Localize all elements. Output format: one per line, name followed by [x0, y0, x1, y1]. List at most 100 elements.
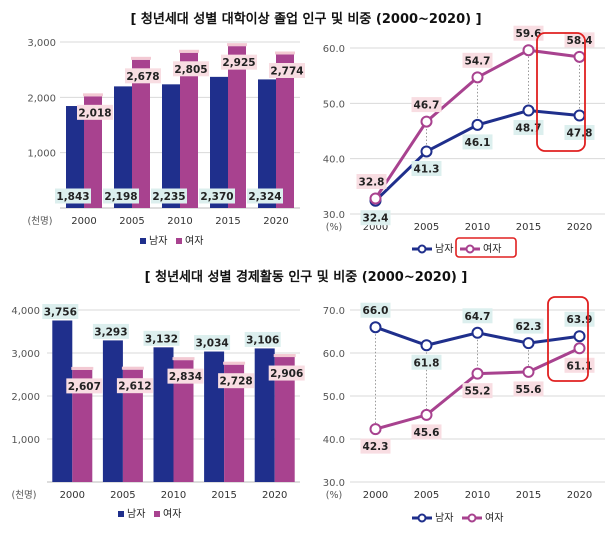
marker-male: [471, 118, 484, 131]
x-tick-label: 2015: [215, 216, 240, 227]
x-tick-label: 2005: [110, 490, 135, 501]
data-label-female-bg: [269, 63, 305, 79]
data-label-male-bg: [92, 323, 129, 339]
bar-male: [102, 340, 123, 482]
marker-female: [573, 50, 586, 63]
data-label-male-bg: [411, 354, 442, 370]
x-tick-label: 2020: [263, 216, 288, 227]
data-label-male: 3,106: [246, 334, 279, 346]
data-label-female-bg: [268, 365, 305, 381]
x-tick-label: 2020: [262, 490, 287, 501]
legend-female: 여자: [485, 512, 503, 524]
data-label-female-bg: [66, 378, 103, 394]
top-chart-title: [ 청년세대 성별 대학이상 졸업 인구 및 비중 (2000~2020) ]: [130, 12, 482, 27]
data-label-male: 2,198: [104, 191, 137, 203]
y-tick-label: 60.0: [323, 44, 345, 55]
x-tick-label: 2000: [71, 216, 96, 227]
bar-female-cap: [273, 354, 296, 358]
y-tick-label: 60.0: [323, 349, 345, 360]
legend-highlight-box: [455, 237, 517, 258]
bar-male: [153, 347, 174, 482]
bar-male: [52, 320, 73, 482]
marker-male: [522, 104, 535, 117]
bar-female-cap: [83, 93, 103, 97]
data-label-male: 2,370: [200, 191, 233, 203]
x-tick-label: 2010: [465, 490, 490, 501]
bar-female: [122, 369, 143, 482]
data-label-female-bg: [564, 32, 595, 48]
x-tick-label: 2005: [414, 222, 439, 233]
marker-male: [471, 326, 484, 339]
bar-female-cap: [227, 43, 247, 47]
data-label-female: 2,612: [118, 381, 151, 393]
legend-female-swatch: [154, 511, 160, 517]
legend-male: 남자: [149, 235, 167, 247]
bar-female-cap: [71, 366, 94, 370]
data-label-female: 32.8: [359, 177, 385, 189]
data-label-male: 63.9: [567, 314, 593, 326]
bar-male: [66, 106, 84, 208]
bar-female: [224, 364, 245, 482]
bar-male: [162, 84, 180, 208]
bar-male: [204, 351, 225, 482]
data-label-male-bg: [143, 330, 180, 346]
data-label-female: 2,607: [68, 381, 101, 393]
bar-female: [180, 52, 198, 208]
y-tick-label: 30.0: [323, 210, 345, 221]
marker-male: [420, 145, 433, 158]
data-label-male: 1,843: [56, 191, 89, 203]
y-tick-label: 70.0: [323, 306, 345, 317]
data-label-male: 32.4: [363, 213, 389, 225]
data-label-female-bg: [77, 104, 113, 120]
data-label-male-bg: [199, 188, 235, 204]
data-label-female: 2,728: [219, 376, 252, 388]
data-label-female-bg: [513, 25, 544, 41]
data-label-female: 58.4: [567, 35, 593, 47]
y-tick-label: 50.0: [323, 392, 345, 403]
marker-male: [369, 321, 382, 334]
marker-female: [522, 365, 535, 378]
legend-female-swatch: [176, 238, 182, 244]
y-tick-label: 2,000: [27, 93, 56, 104]
data-label-male: 3,293: [94, 326, 127, 338]
x-tick-label: 2020: [567, 490, 592, 501]
bar-female: [72, 369, 93, 482]
data-label-female-bg: [218, 373, 255, 389]
bar-female: [228, 46, 246, 209]
data-label-female: 2,774: [270, 66, 303, 78]
y-tick-label: 1,000: [27, 149, 56, 160]
legend-male-swatch: [118, 511, 124, 517]
data-label-male-bg: [513, 120, 544, 136]
x-tick-label: 2010: [465, 222, 490, 233]
x-tick-label: 2015: [211, 490, 236, 501]
marker-female: [573, 342, 586, 355]
marker-male: [573, 330, 586, 343]
data-label-male: 3,034: [195, 338, 228, 350]
bar-female-cap: [179, 49, 199, 53]
data-label-male: 61.8: [414, 357, 440, 369]
data-label-female: 2,678: [126, 71, 159, 83]
marker-female: [369, 423, 382, 436]
data-label-female-bg: [462, 383, 493, 399]
x-tick-label: 2005: [414, 490, 439, 501]
data-label-female-bg: [167, 368, 204, 384]
data-label-male-bg: [360, 302, 391, 318]
y-tick-label: 2,000: [11, 392, 40, 403]
x-tick-label: 2000: [60, 490, 85, 501]
data-label-female-bg: [116, 378, 153, 394]
data-label-male-bg: [564, 311, 595, 327]
data-label-male-bg: [42, 303, 79, 319]
marker-male: [522, 337, 535, 350]
marker-male: [420, 339, 433, 352]
data-label-male: 3,756: [44, 306, 77, 318]
y-tick-label: 40.0: [323, 435, 345, 446]
legend-female: 여자: [483, 243, 501, 255]
bar-female-cap: [172, 357, 195, 361]
data-label-female-bg: [125, 68, 161, 84]
data-label-female: 2,805: [174, 64, 207, 76]
bar-female: [132, 59, 150, 208]
x-tick-label: 2015: [516, 490, 541, 501]
data-label-male-bg: [103, 188, 139, 204]
data-label-female: 2,018: [78, 107, 111, 119]
